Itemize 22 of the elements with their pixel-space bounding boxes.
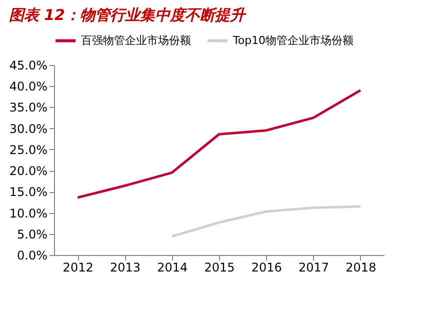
x-tick-label: 2014 [157,260,188,274]
y-tick-label: 35.0% [9,100,48,115]
x-tick-label: 2017 [298,260,330,274]
y-tick-label: 20.0% [9,164,48,178]
line-series [76,89,362,199]
y-tick-label: 40.0% [9,80,48,94]
y-tick-label: 15.0% [9,185,48,200]
x-tick-label: 2018 [346,260,376,274]
y-tick-label: 0.0% [17,248,48,262]
legend-label: Top10物管企业市场份额 [232,34,354,47]
x-tick-label: 2012 [62,260,94,274]
y-tick-label: 45.0% [9,58,48,72]
x-tick-label: 2015 [204,260,235,274]
y-tick-label: 25.0% [9,142,48,157]
chart-title: 图表 12：物管行业集中度不断提升 [8,6,247,24]
y-tick-label: 10.0% [9,206,48,220]
y-tick-label: 5.0% [17,227,48,242]
y-tick-label: 30.0% [9,122,48,136]
x-tick-label: 2013 [110,260,140,274]
x-tick-label: 2016 [251,260,282,274]
legend-label: 百强物管企业市场份额 [81,34,191,47]
line-series [170,205,362,238]
